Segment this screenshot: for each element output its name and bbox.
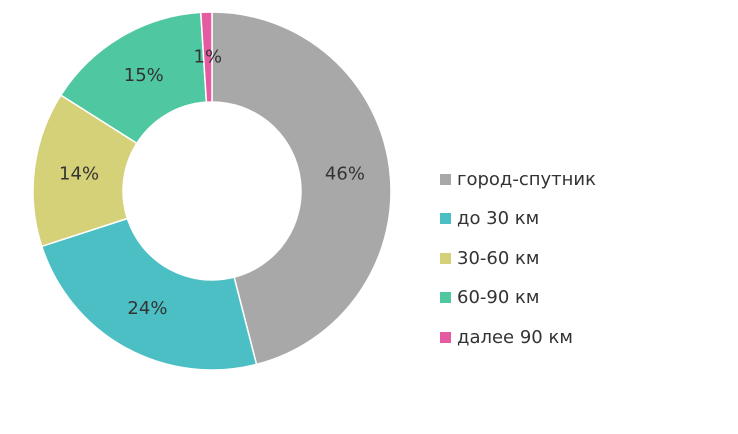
legend-item-60-90-km: 60-90 км bbox=[440, 285, 596, 311]
slice-do-30-km bbox=[40, 217, 258, 371]
legend-label: город-спутник bbox=[457, 168, 596, 190]
slices-group bbox=[32, 11, 392, 371]
legend-item-do-30-km: до 30 км bbox=[440, 206, 596, 232]
legend-swatch bbox=[440, 252, 451, 264]
slice-value-label: 14% bbox=[59, 164, 99, 185]
legend-item-dalee-90-km: далее 90 км bbox=[440, 324, 596, 350]
slice-value-label: 15% bbox=[124, 65, 164, 86]
legend-label: далее 90 км bbox=[457, 326, 573, 348]
slice-value-label: 46% bbox=[325, 164, 365, 185]
slice-dalee-90-km bbox=[199, 11, 213, 103]
legend-label: 30-60 км bbox=[457, 247, 540, 269]
legend-swatch bbox=[440, 331, 451, 343]
legend-swatch bbox=[440, 213, 451, 224]
legend-item-30-60-km: 30-60 км bbox=[440, 245, 596, 271]
legend-label: 60-90 км bbox=[457, 287, 540, 308]
legend-swatch bbox=[440, 173, 451, 185]
slice-60-90-km bbox=[59, 11, 208, 145]
legend-label: до 30 км bbox=[457, 208, 540, 229]
slice-30-60-km bbox=[32, 94, 138, 248]
slice-value-label: 24% bbox=[127, 298, 167, 319]
slice-gorod-sputnik bbox=[211, 11, 392, 366]
legend-item-gorod-sputnik: город-спутник bbox=[440, 166, 596, 192]
legend: город-спутник до 30 км 30-60 км 60-90 км… bbox=[440, 166, 596, 364]
legend-swatch bbox=[440, 292, 451, 303]
slice-value-label: 1% bbox=[194, 47, 223, 68]
slice-labels-group: 46% 24% 14% 15% 1% bbox=[59, 47, 365, 319]
